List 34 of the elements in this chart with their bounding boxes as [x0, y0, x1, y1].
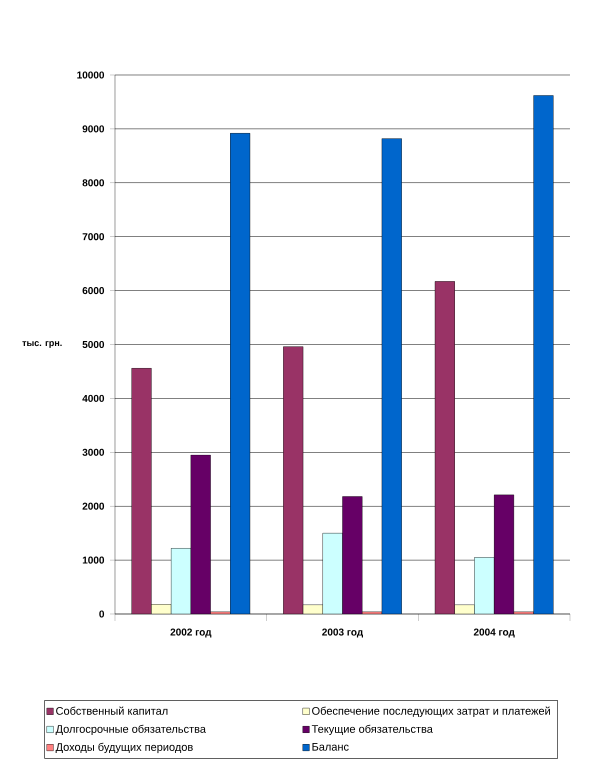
bar — [170, 548, 192, 614]
bar — [151, 604, 172, 614]
legend-label: Собственный капитал — [56, 706, 168, 715]
bar — [494, 494, 514, 614]
y-tick-label: 10000 — [77, 71, 104, 79]
legend-label: Обеспечение последующих затрат и платежей — [312, 706, 550, 717]
bar — [474, 557, 494, 614]
y-tick-label: 2000 — [82, 502, 104, 510]
y-tick-label: 8000 — [82, 179, 104, 186]
bar — [322, 532, 343, 614]
y-tick-label: 5000 — [82, 340, 104, 348]
x-tick-label: 2003 год — [322, 628, 364, 638]
bar — [190, 454, 211, 614]
bar — [342, 496, 362, 614]
y-tick-label: 0 — [99, 610, 104, 618]
bar — [382, 138, 402, 614]
bar — [230, 133, 250, 614]
legend-label: Доходы будущих периодов — [56, 742, 193, 754]
legend-label: Баланс — [312, 743, 349, 751]
y-tick-label: 7000 — [82, 233, 104, 240]
y-tick-label: 6000 — [82, 287, 104, 294]
y-tick-label: 4000 — [82, 394, 104, 402]
y-tick-label: 3000 — [82, 448, 104, 456]
legend-label: Долгосрочные обязательства — [56, 724, 206, 736]
y-axis-title: тыс. грн. — [22, 341, 62, 348]
x-tick-label: 2002 год — [170, 628, 212, 638]
bar — [434, 281, 455, 614]
legend-label: Текущие обязательства — [312, 724, 433, 736]
x-tick-label: 2004 год — [474, 628, 515, 638]
bar — [131, 368, 152, 614]
bar — [283, 346, 304, 614]
bar — [533, 95, 554, 614]
y-tick-label: 1000 — [82, 556, 104, 564]
y-tick-label: 9000 — [82, 125, 104, 132]
